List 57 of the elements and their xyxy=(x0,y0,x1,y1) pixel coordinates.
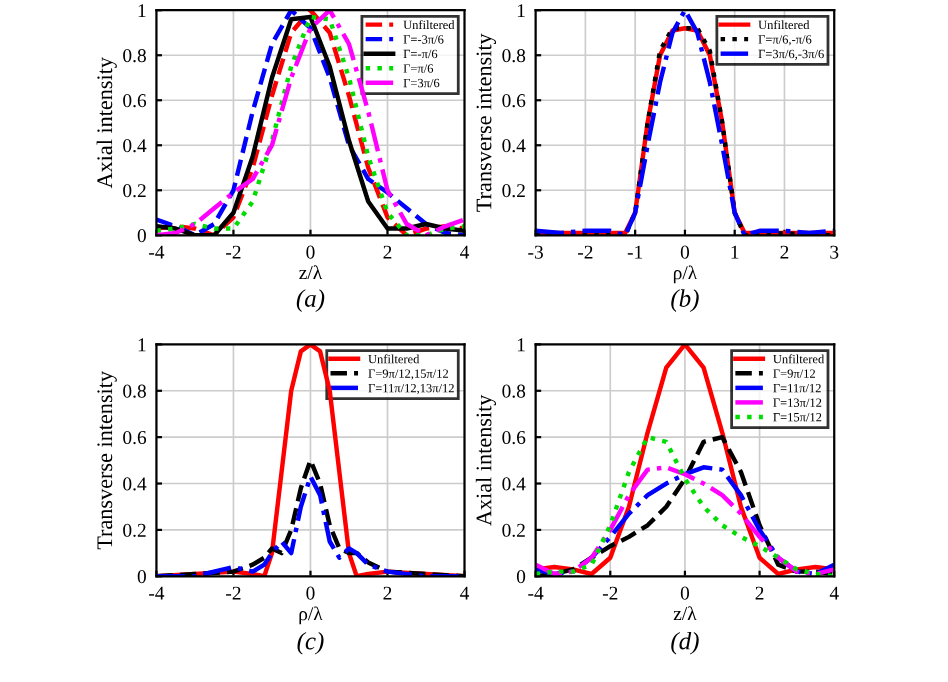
text: (c) xyxy=(297,631,324,655)
x-axis-title: ρ/λ xyxy=(673,265,698,284)
x-tick-label: 4 xyxy=(829,586,839,600)
y-axis-title: Axial intensity xyxy=(475,394,497,526)
y-tick-label: 0.8 xyxy=(123,49,146,63)
y-tick-label: 0.2 xyxy=(502,184,525,198)
y-tick-label: 0.6 xyxy=(123,94,147,108)
y-axis-title: Transverse intensity xyxy=(97,371,117,550)
y-tick-label: 0 xyxy=(137,570,146,584)
y-tick-label: 0.8 xyxy=(123,384,146,398)
y-tick-label: 0.2 xyxy=(502,523,525,537)
y-tick-label: 0.2 xyxy=(123,184,146,198)
x-tick-label: 2 xyxy=(383,245,392,259)
y-tick-label: 1 xyxy=(517,4,525,17)
x-tick-label: -2 xyxy=(602,586,618,600)
x-tick-label: 4 xyxy=(460,586,470,600)
y-tick-label: 0.4 xyxy=(502,139,526,153)
x-tick-label: 2 xyxy=(383,586,392,600)
y-axis-title: Axial intensity xyxy=(96,57,117,189)
x-tick-label: 3 xyxy=(830,245,839,259)
y-tick-label: 0 xyxy=(516,570,526,584)
y-tick-label: 0 xyxy=(137,229,146,243)
x-tick-label: 2 xyxy=(755,586,764,600)
x-tick-label: 2 xyxy=(780,245,789,259)
y-tick-label: 1 xyxy=(138,4,146,17)
x-tick-label: -2 xyxy=(578,245,593,259)
x-tick-label: 0 xyxy=(306,586,315,600)
x-tick-label: 1 xyxy=(731,245,739,259)
y-tick-label: 0.6 xyxy=(502,430,526,445)
x-tick-label: -1 xyxy=(627,245,643,259)
x-tick-label: 0 xyxy=(306,245,315,259)
x-axis-title: z/λ xyxy=(299,265,323,280)
x-axis-title: ρ/λ xyxy=(299,606,323,625)
x-tick-label: -2 xyxy=(226,245,241,259)
x-tick-label: 0 xyxy=(680,245,690,259)
x-tick-label: -2 xyxy=(226,586,241,600)
text: (a) xyxy=(296,289,325,312)
x-tick-label: -4 xyxy=(528,586,544,600)
y-tick-label: 0.4 xyxy=(502,477,526,491)
x-tick-label: 0 xyxy=(680,586,690,600)
y-tick-label: 0.6 xyxy=(502,94,526,108)
y-tick-label: 1 xyxy=(517,338,525,352)
x-tick-label: -4 xyxy=(149,245,165,259)
x-tick-label: -4 xyxy=(149,586,165,600)
y-tick-label: 0.2 xyxy=(123,523,146,537)
text: (b) xyxy=(671,289,699,312)
x-tick-label: -3 xyxy=(528,245,543,259)
y-tick-label: 0.8 xyxy=(502,384,526,398)
y-tick-label: 0.8 xyxy=(502,49,526,63)
y-tick-label: 1 xyxy=(138,338,146,352)
x-axis-title: z/λ xyxy=(673,606,697,621)
y-tick-label: 0.4 xyxy=(123,477,147,491)
y-tick-label: 0.6 xyxy=(123,430,147,445)
x-tick-label: 4 xyxy=(460,245,470,259)
text: (d) xyxy=(671,631,699,655)
y-tick-label: 0.4 xyxy=(123,139,147,153)
y-axis-title: Transverse intensity xyxy=(476,33,497,212)
